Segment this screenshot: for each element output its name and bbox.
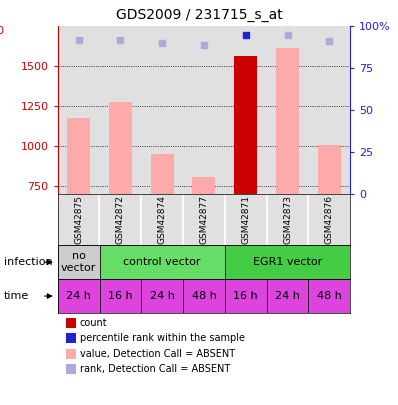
Text: 1750: 1750 [0,26,5,36]
Bar [267,279,308,313]
Bar [234,56,257,194]
Bar [141,279,183,313]
Bar [225,245,350,279]
Bar [183,279,225,313]
Bar [225,279,267,313]
Text: value, Detection Call = ABSENT: value, Detection Call = ABSENT [80,349,235,358]
Bar [58,279,100,313]
Text: count: count [80,318,107,328]
Bar [66,333,76,343]
Text: 24 h: 24 h [66,291,91,301]
Bar [318,145,341,194]
Text: GSM42872: GSM42872 [116,195,125,244]
Bar [276,48,299,194]
Text: GSM42871: GSM42871 [241,195,250,244]
Bar [67,118,90,194]
Text: control vector: control vector [123,257,201,267]
Bar [58,245,100,279]
Bar [308,279,350,313]
Text: EGR1 vector: EGR1 vector [253,257,322,267]
Text: 48 h: 48 h [317,291,342,301]
Text: GSM42877: GSM42877 [199,195,209,244]
Bar [66,364,76,374]
Bar [100,279,141,313]
Bar [151,154,174,194]
Text: rank, Detection Call = ABSENT: rank, Detection Call = ABSENT [80,364,230,374]
Text: GSM42873: GSM42873 [283,195,292,244]
Text: 16 h: 16 h [234,291,258,301]
Text: 16 h: 16 h [108,291,133,301]
Text: 24 h: 24 h [275,291,300,301]
Bar [66,318,76,328]
Bar [100,245,225,279]
Bar [66,348,76,359]
Text: 24 h: 24 h [150,291,175,301]
Text: no
vector: no vector [61,252,96,273]
Bar [109,102,132,194]
Text: GDS2009 / 231715_s_at: GDS2009 / 231715_s_at [116,8,282,22]
Text: GSM42876: GSM42876 [325,195,334,244]
Text: time: time [4,291,29,301]
Bar [193,177,215,194]
Text: infection: infection [4,257,53,267]
Text: percentile rank within the sample: percentile rank within the sample [80,333,245,343]
Text: 48 h: 48 h [191,291,217,301]
Text: GSM42874: GSM42874 [158,195,167,244]
Text: GSM42875: GSM42875 [74,195,83,244]
